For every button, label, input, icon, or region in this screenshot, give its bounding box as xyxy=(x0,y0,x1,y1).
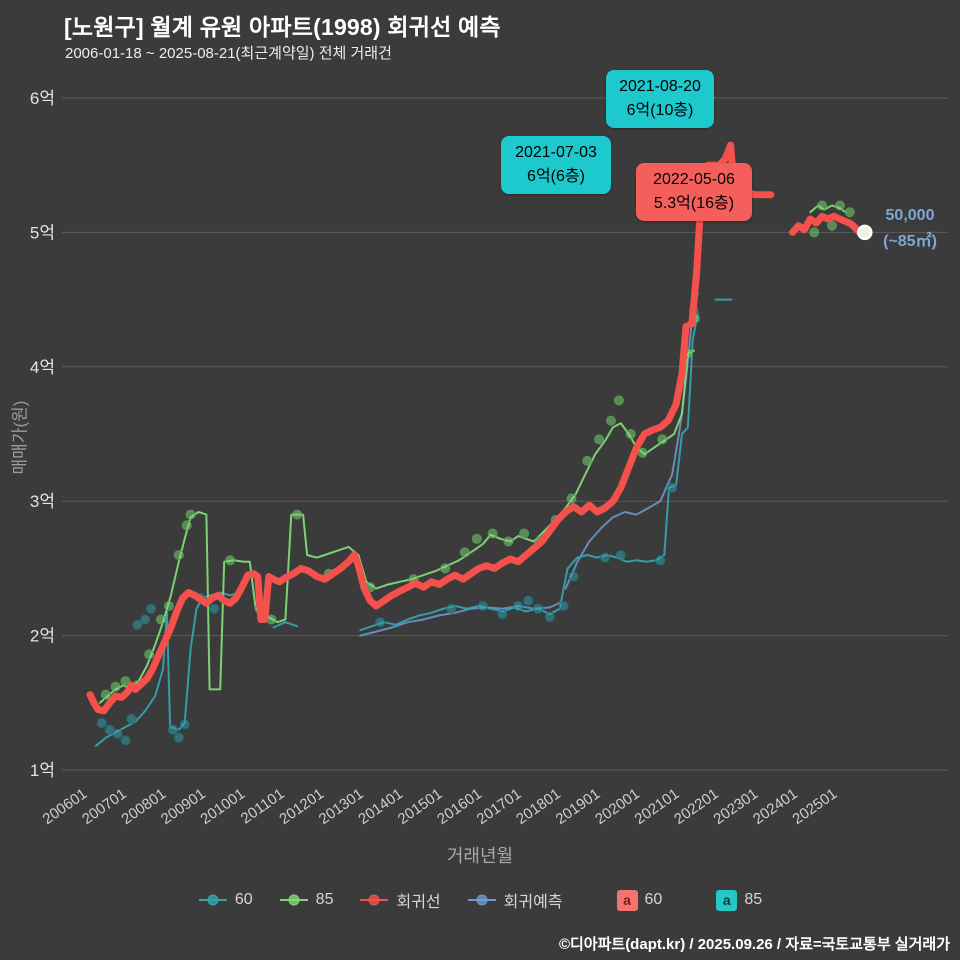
legend-square-icon: a xyxy=(716,889,738,911)
svg-text:201301: 201301 xyxy=(316,785,367,828)
legend-label: 60 xyxy=(234,891,253,908)
svg-text:202201: 202201 xyxy=(671,785,722,828)
legend-label: 60 xyxy=(644,891,663,908)
legend-label: 85 xyxy=(744,891,763,908)
svg-text:5억: 5억 xyxy=(30,223,55,242)
legend-label: 85 xyxy=(315,891,334,908)
svg-text:200901: 200901 xyxy=(158,785,209,828)
legend-item-85[interactable]: a 85 xyxy=(716,889,763,911)
legend-marker-icon xyxy=(279,894,308,906)
legend-label: 회귀선 xyxy=(396,894,441,911)
legend-item-회귀선[interactable]: 회귀선 xyxy=(359,888,441,912)
chart-legend: 60 85 회귀선 회귀예측 a 60 a 85 xyxy=(0,888,960,912)
svg-text:202301: 202301 xyxy=(711,785,762,828)
svg-text:201501: 201501 xyxy=(395,785,446,828)
svg-text:202001: 202001 xyxy=(592,785,643,828)
svg-text:202401: 202401 xyxy=(750,785,801,828)
annotation-price: 6억(6층) xyxy=(527,168,585,185)
annotation-price: 6억(10층) xyxy=(626,102,694,119)
svg-text:3억: 3억 xyxy=(30,492,55,511)
grid-lines: 1억 2억 3억 4억 5억 6억 xyxy=(30,89,948,780)
svg-text:4억: 4억 xyxy=(30,358,55,377)
series-reg-line xyxy=(86,141,864,715)
annotation-2021-08-20: 2021-08-20 6억(10층) xyxy=(606,70,714,128)
legend-item-85[interactable]: 85 xyxy=(279,891,334,909)
page-subtitle: 2006-01-18 ~ 2025-08-21(최근계약일) 전체 거래건 xyxy=(65,45,392,62)
legend-item-60[interactable]: a 60 xyxy=(616,889,663,911)
x-axis-ticks: 2006012007012008012009012010012011012012… xyxy=(40,785,841,828)
legend-marker-icon xyxy=(467,894,496,906)
svg-text:201801: 201801 xyxy=(513,785,564,828)
svg-text:200801: 200801 xyxy=(118,785,169,828)
annotation-date: 2022-05-06 xyxy=(653,171,735,188)
latest-point-marker xyxy=(857,224,873,241)
annotation-2021-07-03: 2021-07-03 6억(6층) xyxy=(501,136,611,194)
svg-text:200701: 200701 xyxy=(79,785,130,828)
legend-square-icon: a xyxy=(616,889,638,911)
svg-text:200601: 200601 xyxy=(40,785,91,828)
svg-text:202501: 202501 xyxy=(789,785,840,828)
legend-label: 회귀예측 xyxy=(503,894,563,911)
scatter-60 xyxy=(96,305,699,746)
latest-price-area: (~85㎡) xyxy=(883,233,937,251)
svg-text:201901: 201901 xyxy=(553,785,604,828)
annotation-date: 2021-08-20 xyxy=(619,78,701,95)
y-axis-label: 매매가(원) xyxy=(10,400,30,475)
annotation-date: 2021-07-03 xyxy=(515,144,597,161)
svg-text:201601: 201601 xyxy=(434,785,485,828)
svg-text:1억: 1억 xyxy=(30,761,55,780)
legend-marker-icon xyxy=(198,894,227,906)
svg-text:201701: 201701 xyxy=(474,785,525,828)
legend-item-회귀예측[interactable]: 회귀예측 xyxy=(467,888,563,912)
annotation-price: 5.3억(16층) xyxy=(653,195,735,212)
svg-text:2억: 2억 xyxy=(30,627,55,646)
svg-text:201201: 201201 xyxy=(276,785,327,828)
footer-credit: ©디아파트(dapt.kr) / 2025.09.26 / 자료=국토교통부 실… xyxy=(558,936,950,953)
latest-price-value: 50,000 xyxy=(885,207,935,224)
x-axis-label: 거래년월 xyxy=(446,846,514,866)
legend-marker-icon xyxy=(360,894,389,906)
svg-text:6억: 6억 xyxy=(30,89,55,108)
latest-price-label: 50,000 (~85㎡) xyxy=(868,203,952,256)
svg-text:201001: 201001 xyxy=(197,785,248,828)
svg-text:201401: 201401 xyxy=(355,785,406,828)
svg-text:202101: 202101 xyxy=(632,785,683,828)
legend-item-60[interactable]: 60 xyxy=(198,891,253,909)
annotation-2022-05-06: 2022-05-06 5.3억(16층) xyxy=(636,163,752,221)
page-title: [노원구] 월계 유원 아파트(1998) 회귀선 예측 xyxy=(64,14,501,40)
